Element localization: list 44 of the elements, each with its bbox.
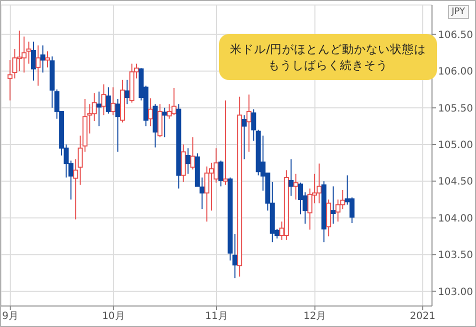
candlestick <box>73 158 78 220</box>
candlestick <box>26 41 32 64</box>
candlestick <box>326 199 332 237</box>
candlestick <box>246 94 252 152</box>
y-tick-label: 103.00 <box>438 286 473 298</box>
x-tick-label: 2021 <box>410 311 436 322</box>
note-box: 米ドル/円がほとんど動かない状態はもうしばらく続きそう <box>219 34 437 80</box>
y-tick-label: 104.50 <box>438 176 473 188</box>
candlestick <box>36 44 41 86</box>
candlestick <box>223 100 228 186</box>
candlestick <box>124 79 130 105</box>
candlestick <box>204 166 210 222</box>
candlestick <box>186 148 191 174</box>
candlestick <box>110 86 116 116</box>
y-axis-title: JPY <box>448 5 469 19</box>
candlestick <box>190 136 196 170</box>
candlestick <box>40 44 46 74</box>
x-tick-label: 9月 <box>2 311 19 322</box>
candlestick <box>106 86 111 114</box>
y-tick-label: 105.00 <box>438 140 473 152</box>
candlestick <box>162 107 168 138</box>
y-tick-label: 105.50 <box>438 103 473 114</box>
candlestick <box>330 186 336 224</box>
candlestick <box>45 50 50 68</box>
x-tick-label: 11月 <box>205 311 228 322</box>
candlestick <box>242 114 247 160</box>
candlestick <box>101 84 106 116</box>
y-tick-label: 103.50 <box>438 250 473 262</box>
candlestick <box>288 158 294 196</box>
candlestick <box>293 173 298 200</box>
candlestick <box>115 98 120 152</box>
x-tick-label: 12月 <box>304 311 326 322</box>
candlestick <box>232 234 238 279</box>
y-tick-label: 106.00 <box>438 66 473 78</box>
candlestick <box>30 41 36 82</box>
candlestick <box>218 160 224 187</box>
candlestick <box>96 91 102 127</box>
x-tick-label: 10月 <box>102 311 125 322</box>
candlestick <box>171 87 176 116</box>
candlestick <box>251 108 256 142</box>
y-tick-label: 106.50 <box>438 30 473 41</box>
candlestick <box>180 144 186 182</box>
y-tick-label: 104.00 <box>438 213 473 224</box>
candlestick <box>148 98 154 127</box>
